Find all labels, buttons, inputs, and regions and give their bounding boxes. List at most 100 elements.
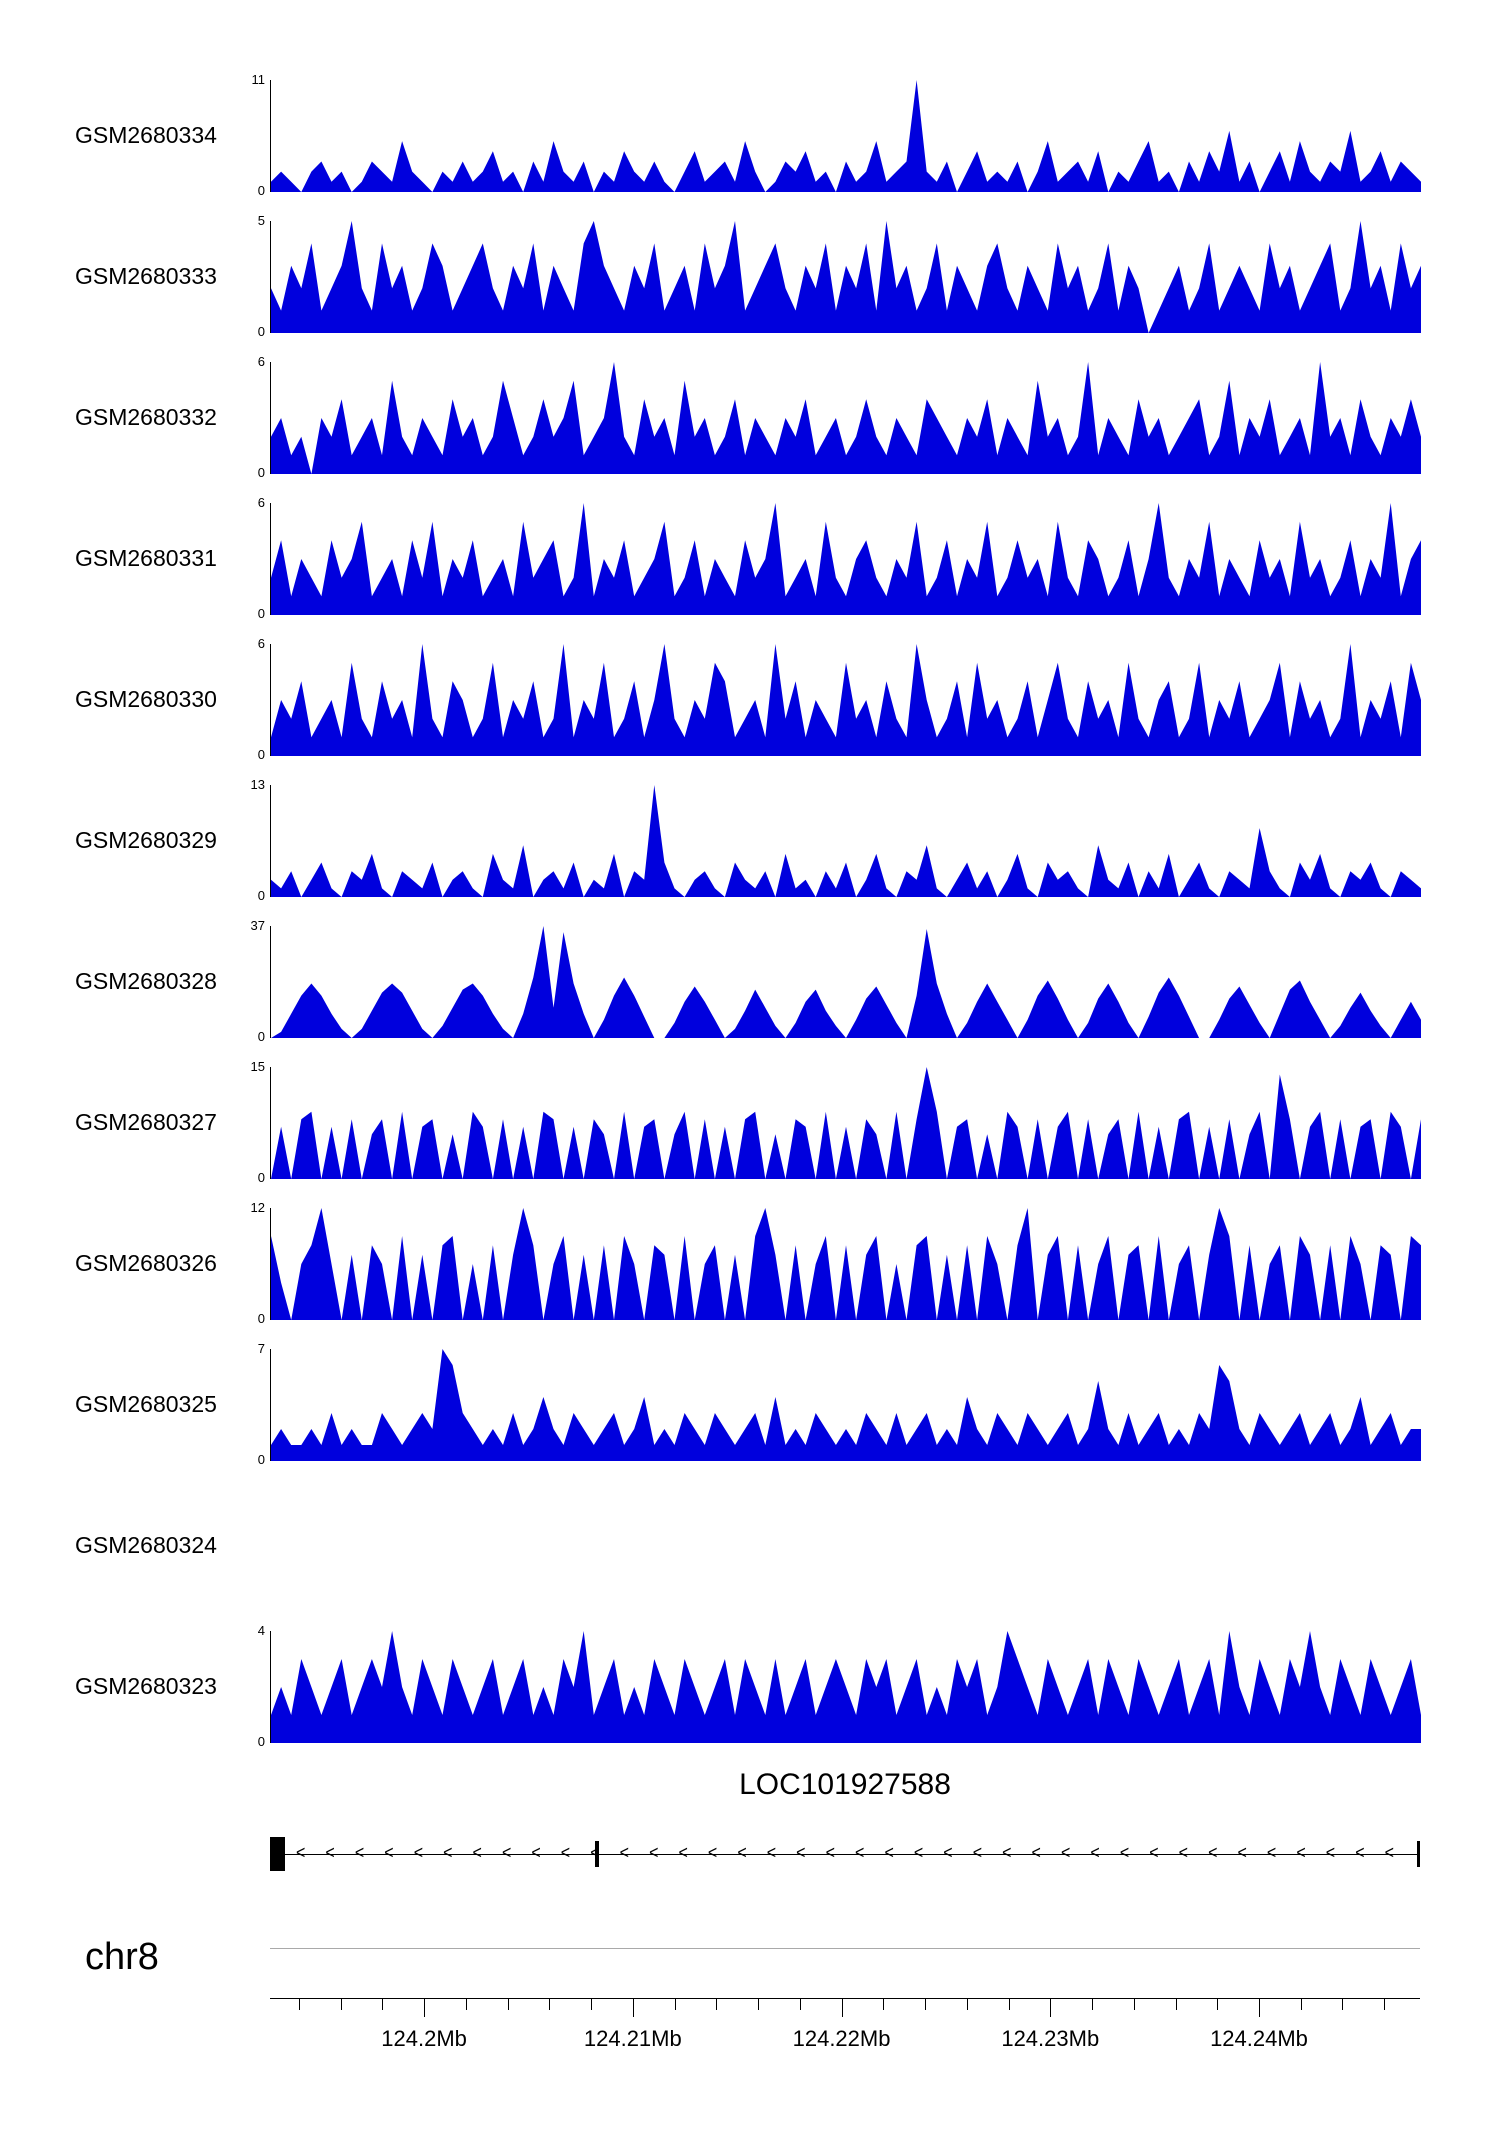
axis-max-label: 13 bbox=[250, 777, 265, 792]
strand-arrow-icon: < bbox=[737, 1843, 747, 1864]
ruler-minor-tick bbox=[1133, 1998, 1135, 2010]
ruler-minor-tick bbox=[883, 1998, 885, 2010]
strand-arrow-icon: < bbox=[619, 1843, 629, 1864]
strand-arrow-icon: < bbox=[1002, 1843, 1012, 1864]
axis-max-label: 6 bbox=[257, 354, 265, 369]
ruler-coordinate-label: 124.22Mb bbox=[792, 2026, 891, 2051]
ruler-minor-tick bbox=[591, 1998, 593, 2010]
coverage-area bbox=[271, 1208, 1421, 1320]
axis-max-label: 12 bbox=[250, 1200, 265, 1215]
coverage-svg bbox=[271, 1208, 1421, 1320]
ruler-minor-tick bbox=[966, 1998, 968, 2010]
strand-arrow-icon: < bbox=[1237, 1843, 1247, 1864]
track-label: GSM2680329 bbox=[75, 827, 217, 853]
track-label: GSM2680330 bbox=[75, 686, 217, 712]
genome-axis-ruler: 124.2Mb 124.21Mb 124.22Mb 124.23Mb 124.24Mb bbox=[270, 1998, 1420, 2068]
track-label: GSM2680334 bbox=[75, 122, 217, 148]
strand-arrow-icon: < bbox=[1060, 1843, 1071, 1864]
strand-arrow-icon: < bbox=[325, 1843, 335, 1864]
coverage-area bbox=[271, 221, 1421, 333]
track-row-GSM2680328: GSM2680328 37 0 bbox=[0, 914, 1500, 1055]
coverage-area bbox=[271, 926, 1421, 1038]
track-row-GSM2680334: GSM2680334 11 0 bbox=[0, 68, 1500, 209]
ruler-minor-tick bbox=[1384, 1998, 1386, 2010]
axis-zero-label: 0 bbox=[257, 1452, 265, 1467]
ruler-minor-tick bbox=[925, 1998, 927, 2010]
strand-arrow-icon: < bbox=[384, 1843, 394, 1864]
gene-exon bbox=[1417, 1841, 1420, 1867]
track-label: GSM2680328 bbox=[75, 968, 217, 994]
axis-zero-label: 0 bbox=[257, 1734, 265, 1749]
coverage-area bbox=[271, 785, 1421, 897]
track-label: GSM2680327 bbox=[75, 1109, 217, 1135]
coverage-svg bbox=[271, 1067, 1421, 1179]
coverage-svg bbox=[271, 80, 1421, 192]
strand-arrow-icon: < bbox=[354, 1843, 365, 1864]
strand-arrow-icon: < bbox=[1090, 1843, 1100, 1864]
strand-arrow-icon: < bbox=[501, 1843, 512, 1864]
strand-arrow-icon: < bbox=[443, 1843, 453, 1864]
ruler-minor-tick bbox=[382, 1998, 384, 2010]
ruler-minor-tick bbox=[799, 1998, 801, 2010]
ruler-minor-tick bbox=[1300, 1998, 1302, 2010]
gene-exon bbox=[270, 1837, 285, 1871]
axis-max-label: 6 bbox=[257, 636, 265, 651]
coverage-area bbox=[271, 1067, 1421, 1179]
track-row-GSM2680330: GSM2680330 6 0 bbox=[0, 632, 1500, 773]
track-row-GSM2680332: GSM2680332 6 0 bbox=[0, 350, 1500, 491]
axis-zero-label: 0 bbox=[257, 465, 265, 480]
strand-arrow-icon: < bbox=[1178, 1843, 1188, 1864]
track-row-GSM2680333: GSM2680333 5 0 bbox=[0, 209, 1500, 350]
track-row-GSM2680327: GSM2680327 15 0 bbox=[0, 1055, 1500, 1196]
track-row-GSM2680325: GSM2680325 7 0 bbox=[0, 1337, 1500, 1478]
track-label: GSM2680324 bbox=[75, 1532, 217, 1558]
strand-arrow-icon: < bbox=[766, 1843, 777, 1864]
ruler-minor-tick bbox=[1342, 1998, 1344, 2010]
gene-exon bbox=[594, 1841, 599, 1867]
coverage-plot: 15 0 bbox=[251, 1060, 1421, 1184]
gene-intron-line bbox=[270, 1854, 1420, 1855]
strand-arrow-icon: < bbox=[1119, 1843, 1130, 1864]
axis-zero-label: 0 bbox=[257, 1311, 265, 1326]
ruler-minor-tick bbox=[716, 1998, 718, 2010]
coverage-plot: 37 0 bbox=[251, 919, 1421, 1043]
strand-arrow-icon: < bbox=[943, 1843, 953, 1864]
ruler-minor-tick bbox=[1217, 1998, 1219, 2010]
coverage-svg bbox=[271, 503, 1421, 615]
axis-zero-label: 0 bbox=[257, 324, 265, 339]
strand-arrow-icon: < bbox=[472, 1843, 482, 1864]
coverage-svg bbox=[271, 362, 1421, 474]
coverage-area bbox=[271, 503, 1421, 615]
ruler-major-tick bbox=[1050, 1998, 1052, 2017]
strand-arrow-icon: < bbox=[678, 1843, 688, 1864]
ruler-minor-tick bbox=[1092, 1998, 1094, 2010]
ruler-baseline bbox=[270, 1998, 1420, 1999]
strand-arrow-icon: < bbox=[972, 1843, 983, 1864]
axis-zero-label: 0 bbox=[257, 606, 265, 621]
coverage-plot: 12 0 bbox=[251, 1201, 1421, 1325]
axis-max-label: 37 bbox=[250, 918, 265, 933]
strand-arrow-icon: < bbox=[855, 1843, 865, 1864]
strand-arrow-icon: < bbox=[560, 1843, 571, 1864]
strand-arrow-icon: < bbox=[296, 1843, 306, 1864]
ruler-minor-tick bbox=[507, 1998, 509, 2010]
strand-arrow-icon: < bbox=[1296, 1843, 1306, 1864]
ruler-minor-tick bbox=[758, 1998, 760, 2010]
track-label: GSM2680333 bbox=[75, 263, 217, 289]
axis-zero-label: 0 bbox=[257, 1029, 265, 1044]
track-label: GSM2680326 bbox=[75, 1250, 217, 1276]
strand-arrow-icon: < bbox=[825, 1843, 835, 1864]
strand-arrow-icon: < bbox=[1384, 1843, 1394, 1864]
ruler-major-tick bbox=[424, 1998, 426, 2017]
ruler-major-tick bbox=[841, 1998, 843, 2017]
gene-strand-arrows: <<<<<<<<<<<<<<<<<<<<<<<<<<<<<<<<<<<<<< bbox=[270, 1830, 1420, 1878]
ruler-minor-tick bbox=[549, 1998, 551, 2010]
track-row-GSM2680326: GSM2680326 12 0 bbox=[0, 1196, 1500, 1337]
axis-max-label: 11 bbox=[251, 72, 266, 87]
track-row-GSM2680323: GSM2680323 4 0 bbox=[0, 1619, 1500, 1760]
